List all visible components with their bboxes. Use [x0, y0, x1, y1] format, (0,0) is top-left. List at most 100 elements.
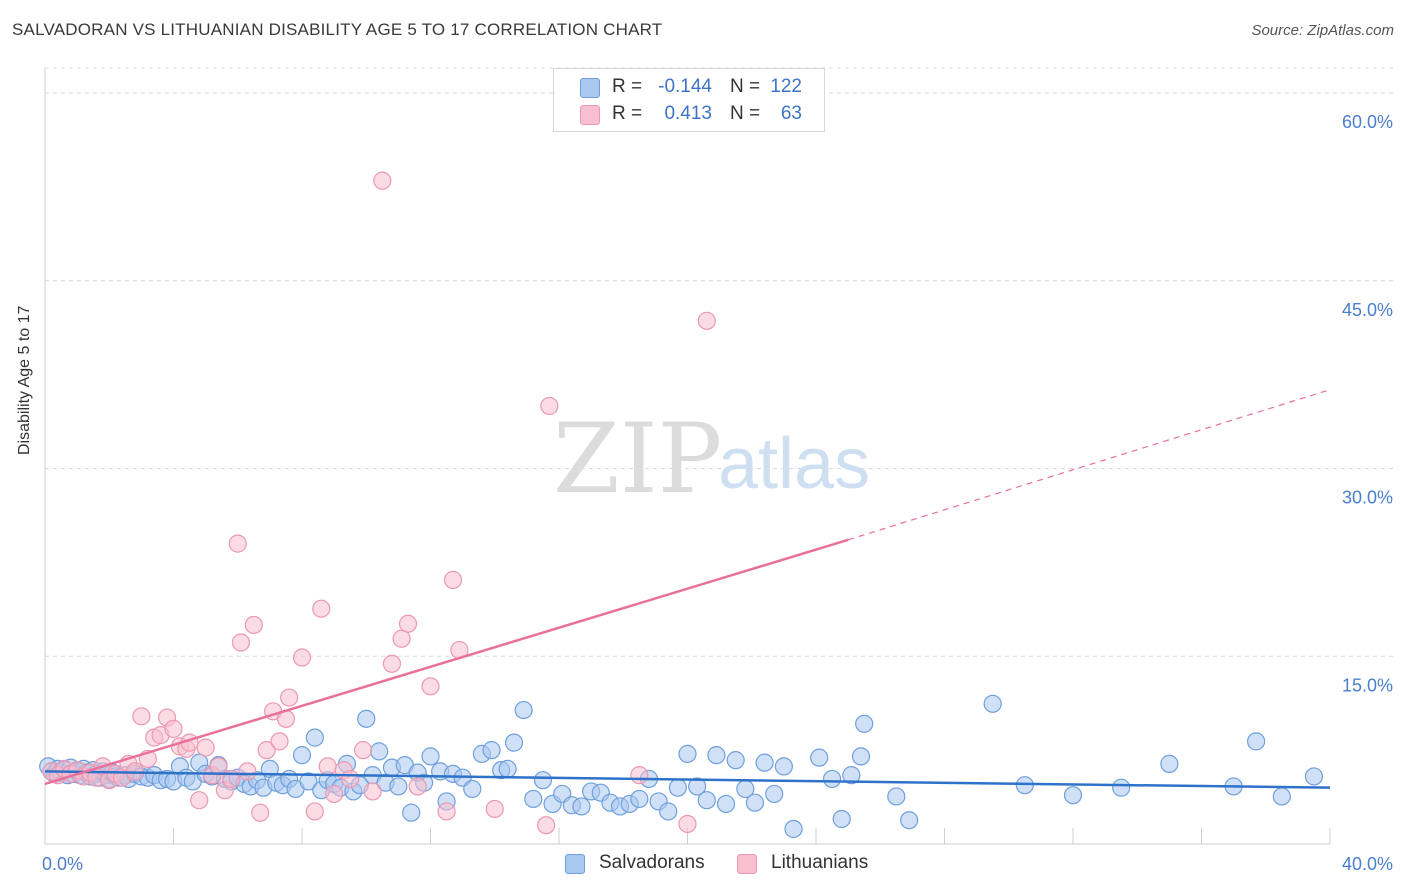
lithuanian-point — [196, 738, 215, 757]
salvadoran-point — [726, 751, 745, 770]
lithuanian-point — [280, 688, 299, 707]
lithuanian-point — [363, 782, 382, 801]
lithuanian-point — [630, 766, 649, 785]
watermark-atlas: atlas — [718, 424, 870, 504]
lithuanian-point — [238, 762, 257, 781]
lithuanian-point — [292, 648, 312, 667]
lithuanian-point — [270, 732, 289, 751]
salvadoran-point — [1112, 778, 1131, 797]
salvadoran-point — [357, 709, 376, 728]
salvadoran-point — [514, 700, 533, 720]
r-label: R = — [612, 103, 643, 124]
salvadoran-point — [305, 728, 324, 747]
salvadoran-point — [688, 777, 707, 796]
chart-title: SALVADORAN VS LITHUANIAN DISABILITY AGE … — [12, 20, 663, 39]
watermark: ZIP atlas — [553, 403, 870, 515]
lithuanian-point — [537, 816, 556, 835]
salvadoran-point — [716, 794, 736, 814]
salvadoran-point — [765, 784, 784, 804]
salvadoran-point — [1063, 786, 1083, 805]
salvadoran-point — [504, 733, 524, 752]
lithuanian-point — [318, 757, 337, 776]
r-value: 0.413 — [664, 103, 712, 124]
salvadoran-point — [832, 809, 851, 829]
salvadoran-point — [822, 769, 842, 789]
salvadoran-point — [299, 772, 318, 791]
salvadoran-point — [370, 742, 389, 761]
y-tick-label: 60.0% — [1342, 112, 1393, 132]
legend-label-salvadorans: Salvadorans — [599, 852, 705, 873]
lithuanian-point — [697, 311, 716, 330]
salvadoran-point — [1247, 732, 1266, 751]
lithuanian-point — [231, 633, 251, 652]
salvadoran-point — [851, 747, 871, 766]
lithuanian-point — [421, 677, 440, 696]
salvadoran-point — [463, 779, 482, 799]
lithuanian-point — [678, 814, 697, 834]
tick-layer: 15.0% 30.0% 45.0% 60.0% 0.0% 40.0% — [42, 112, 1393, 874]
x-tick-label: 0.0% — [42, 854, 83, 874]
salvadoran-point — [900, 811, 919, 830]
n-value: 63 — [780, 103, 802, 124]
r-value: -0.144 — [658, 76, 712, 97]
lithuanian-point — [164, 719, 183, 738]
salvadoran-point — [572, 797, 591, 816]
salvadoran-point — [784, 819, 803, 839]
salvadoran-legend-swatch — [565, 854, 585, 874]
lithuanian-point — [244, 615, 263, 635]
lithuanian-point — [341, 769, 360, 789]
source-label: Source: ZipAtlas.com — [1251, 22, 1394, 39]
salvadoran-point — [810, 748, 829, 767]
lithuanian-point — [190, 791, 209, 810]
salvadoran-point — [402, 803, 421, 822]
salvadoran-point — [745, 793, 765, 812]
salvadoran-point — [855, 714, 874, 733]
lithuanian-point — [312, 599, 331, 618]
salvadoran-point — [668, 778, 687, 797]
salvadoran-point — [630, 789, 649, 809]
salvadoran-swatch — [580, 78, 600, 98]
salvadoran-point — [524, 789, 543, 809]
salvadoran-point — [659, 802, 678, 821]
n-label: N = — [730, 103, 761, 124]
salvadoran-point — [482, 741, 501, 760]
y-tick-label: 15.0% — [1342, 675, 1393, 695]
lithuanian-point — [228, 534, 247, 553]
salvadoran-point — [697, 791, 716, 810]
lithuanian-point — [257, 741, 276, 760]
n-label: N = — [730, 76, 761, 97]
legend-row-salvadorans: R = -0.144 N = 122 — [554, 74, 824, 100]
lithuanian-point — [251, 803, 270, 822]
y-tick-label: 30.0% — [1342, 488, 1393, 508]
salvadoran-point — [1015, 776, 1034, 795]
salvadoran-point — [533, 771, 553, 790]
salvadoran-point — [498, 759, 517, 779]
watermark-zip: ZIP — [553, 403, 722, 515]
lithuanian-point — [305, 802, 324, 821]
lithuanian-point — [540, 396, 559, 416]
lithuanian-point — [209, 757, 228, 776]
lithuanian-trend-line — [44, 538, 849, 786]
lithuanian-point — [443, 570, 463, 590]
lithuanian-point — [132, 707, 151, 726]
lithuanian-point — [437, 802, 456, 821]
lithuanian-point — [325, 784, 344, 804]
legend-row-lithuanians: R = 0.413 N = 63 — [554, 101, 824, 127]
lithuanian-swatch — [580, 105, 600, 125]
correlation-legend: R = -0.144 N = 122 R = 0.413 N = 63 — [553, 68, 825, 132]
salvadoran-point — [292, 746, 312, 765]
salvadoran-point — [1160, 754, 1179, 773]
salvadoran-point — [755, 753, 774, 772]
lithuanian-point — [398, 614, 418, 633]
salvadoran-point — [1272, 787, 1291, 806]
salvadoran-point — [707, 746, 726, 765]
lithuanian-point — [373, 171, 392, 190]
lithuanian-point — [408, 777, 427, 796]
lithuanian-point — [353, 741, 373, 760]
lithuanian-point — [392, 629, 411, 648]
legend-label-lithuanians: Lithuanians — [771, 852, 869, 873]
lithuanian-point — [382, 654, 402, 673]
salvadoran-point — [887, 787, 906, 806]
lithuanian-point — [485, 799, 504, 819]
salvadoran-point — [983, 694, 1002, 713]
